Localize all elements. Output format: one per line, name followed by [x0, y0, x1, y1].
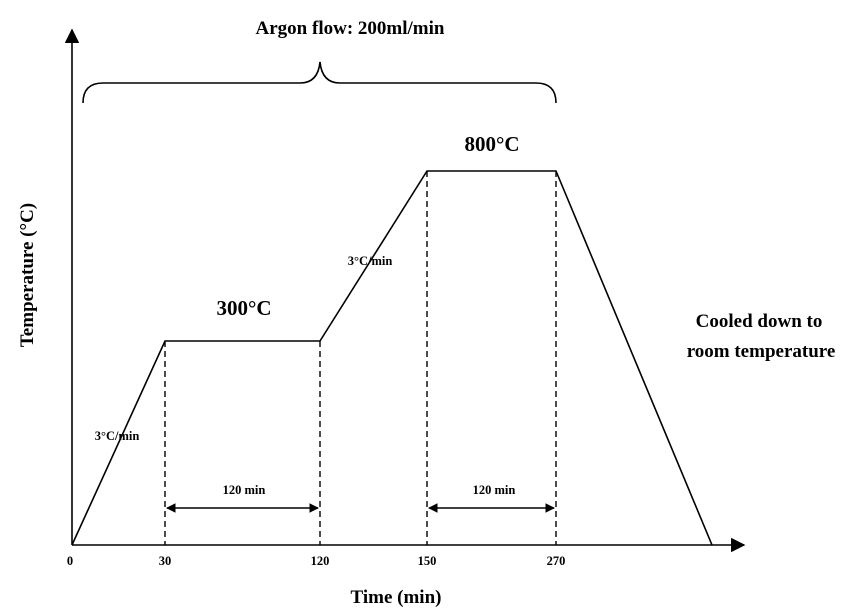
hold-label-1: 120 min — [223, 483, 266, 497]
x-tick-150: 150 — [418, 554, 437, 568]
temperature-profile-line — [71, 170, 713, 546]
ramp-label-2: 3°C/min — [348, 254, 393, 268]
x-tick-120: 120 — [311, 554, 330, 568]
cooling-note-line-1: Cooled down to — [696, 311, 823, 332]
y-axis-label: Temperature (°C) — [17, 203, 38, 347]
x-tick-30: 30 — [159, 554, 172, 568]
plateau-label-800: 800°C — [464, 132, 519, 156]
x-tick-0: 0 — [67, 554, 73, 568]
argon-flow-title: Argon flow: 200ml/min — [256, 18, 445, 39]
x-tick-270: 270 — [547, 554, 566, 568]
x-axis-label: Time (min) — [351, 587, 442, 608]
plateau-label-300: 300°C — [216, 296, 271, 320]
argon-flow-brace — [82, 61, 557, 104]
cooling-note-line-2: room temperature — [687, 341, 836, 362]
hold-label-2: 120 min — [473, 483, 516, 497]
ramp-label-1: 3°C/min — [95, 429, 140, 443]
